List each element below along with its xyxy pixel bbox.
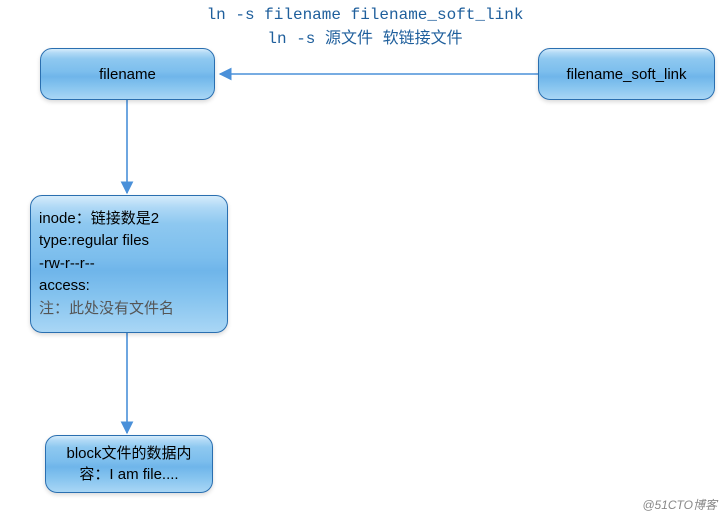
- inode-line-2: type:regular files: [39, 230, 149, 253]
- inode-line-3: -rw-r--r--: [39, 253, 95, 276]
- inode-line-1: inode：链接数是2: [39, 208, 159, 231]
- node-block: block文件的数据内 容：I am file....: [45, 435, 213, 493]
- block-line-2: 容：I am file....: [79, 464, 178, 485]
- node-filename-label: filename: [99, 66, 156, 83]
- watermark: @51CTO博客: [642, 496, 717, 513]
- command-line-1: ln -s filename filename_soft_link: [200, 6, 530, 24]
- node-inode: inode：链接数是2 type:regular files -rw-r--r-…: [30, 195, 228, 333]
- inode-note: 注：此处没有文件名: [39, 298, 174, 321]
- command-line-2: ln -s 源文件 软链接文件: [200, 24, 530, 48]
- node-soft-link-label: filename_soft_link: [566, 66, 686, 83]
- node-soft-link: filename_soft_link: [538, 48, 715, 100]
- block-line-1: block文件的数据内: [66, 443, 191, 464]
- inode-line-4: access:: [39, 275, 90, 298]
- node-filename: filename: [40, 48, 215, 100]
- command-text: ln -s filename filename_soft_link ln -s …: [200, 6, 530, 48]
